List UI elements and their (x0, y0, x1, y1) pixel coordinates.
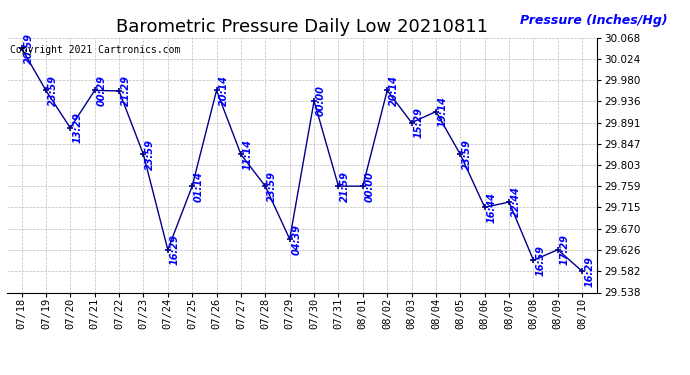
Text: 00:00: 00:00 (365, 171, 375, 202)
Text: 00:29: 00:29 (97, 75, 107, 106)
Text: 20:14: 20:14 (389, 75, 399, 106)
Title: Barometric Pressure Daily Low 20210811: Barometric Pressure Daily Low 20210811 (116, 18, 488, 36)
Text: 11:14: 11:14 (243, 139, 253, 170)
Text: 17:29: 17:29 (560, 234, 570, 265)
Text: 23:59: 23:59 (462, 139, 472, 170)
Text: Pressure (Inches/Hg): Pressure (Inches/Hg) (520, 14, 668, 27)
Text: 20:14: 20:14 (219, 75, 228, 106)
Text: 23:59: 23:59 (267, 171, 277, 202)
Text: 15:29: 15:29 (413, 107, 424, 138)
Text: 16:29: 16:29 (170, 234, 180, 265)
Text: 16:29: 16:29 (584, 256, 594, 287)
Text: Copyright 2021 Cartronics.com: Copyright 2021 Cartronics.com (10, 45, 180, 55)
Text: 01:14: 01:14 (194, 171, 204, 202)
Text: 21:59: 21:59 (340, 171, 351, 202)
Text: 22:44: 22:44 (511, 187, 521, 218)
Text: 16:44: 16:44 (486, 192, 497, 223)
Text: 19:14: 19:14 (438, 96, 448, 127)
Text: 13:29: 13:29 (72, 112, 82, 143)
Text: 23:59: 23:59 (48, 75, 58, 106)
Text: 23:59: 23:59 (146, 139, 155, 170)
Text: 21:29: 21:29 (121, 75, 131, 106)
Text: 16:59: 16:59 (535, 245, 545, 276)
Text: 04:39: 04:39 (292, 224, 302, 255)
Text: 20:59: 20:59 (23, 33, 34, 63)
Text: 00:00: 00:00 (316, 86, 326, 117)
